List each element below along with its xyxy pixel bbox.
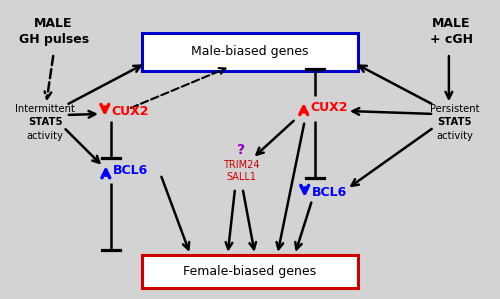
Text: BCL6: BCL6 bbox=[312, 186, 347, 199]
Text: CUX2: CUX2 bbox=[310, 101, 348, 114]
FancyBboxPatch shape bbox=[142, 255, 358, 288]
Text: Persistent: Persistent bbox=[430, 104, 480, 114]
Text: + cGH: + cGH bbox=[430, 33, 473, 46]
Text: MALE: MALE bbox=[432, 17, 470, 30]
Text: SALL1: SALL1 bbox=[226, 172, 256, 182]
Text: CUX2: CUX2 bbox=[112, 105, 150, 118]
Text: Male-biased genes: Male-biased genes bbox=[192, 45, 309, 58]
Text: STAT5: STAT5 bbox=[438, 117, 472, 127]
Text: ?: ? bbox=[237, 144, 245, 158]
Text: Female-biased genes: Female-biased genes bbox=[184, 265, 316, 278]
Text: activity: activity bbox=[436, 131, 474, 141]
Text: MALE: MALE bbox=[34, 17, 73, 30]
Text: GH pulses: GH pulses bbox=[18, 33, 88, 46]
Text: Intermittent: Intermittent bbox=[15, 104, 75, 114]
Text: TRIM24: TRIM24 bbox=[223, 160, 260, 170]
FancyBboxPatch shape bbox=[142, 33, 358, 71]
Text: BCL6: BCL6 bbox=[113, 164, 148, 177]
Text: STAT5: STAT5 bbox=[28, 117, 62, 127]
Text: activity: activity bbox=[26, 131, 64, 141]
